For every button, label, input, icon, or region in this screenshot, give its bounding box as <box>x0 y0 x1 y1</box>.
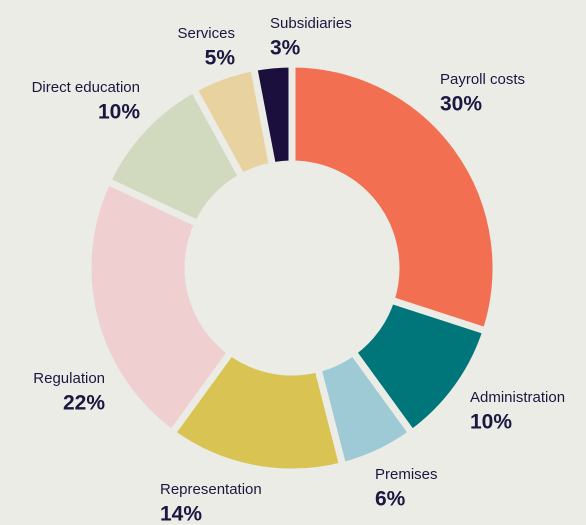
category-label: Regulation <box>33 370 105 387</box>
category-label: Premises <box>375 466 438 483</box>
value-label: 10% <box>470 411 512 434</box>
category-label: Services <box>177 25 235 42</box>
category-label: Payroll costs <box>440 71 525 88</box>
value-label: 30% <box>440 93 482 116</box>
category-label: Representation <box>160 481 262 498</box>
category-label: Administration <box>470 389 565 406</box>
value-label: 22% <box>63 392 105 415</box>
value-label: 6% <box>375 488 406 511</box>
value-label: 5% <box>205 47 236 70</box>
category-label: Subsidiaries <box>270 15 352 32</box>
value-label: 10% <box>98 101 140 124</box>
value-label: 14% <box>160 503 202 525</box>
category-label: Direct education <box>32 79 140 96</box>
donut-hole <box>186 162 398 374</box>
value-label: 3% <box>270 37 301 60</box>
